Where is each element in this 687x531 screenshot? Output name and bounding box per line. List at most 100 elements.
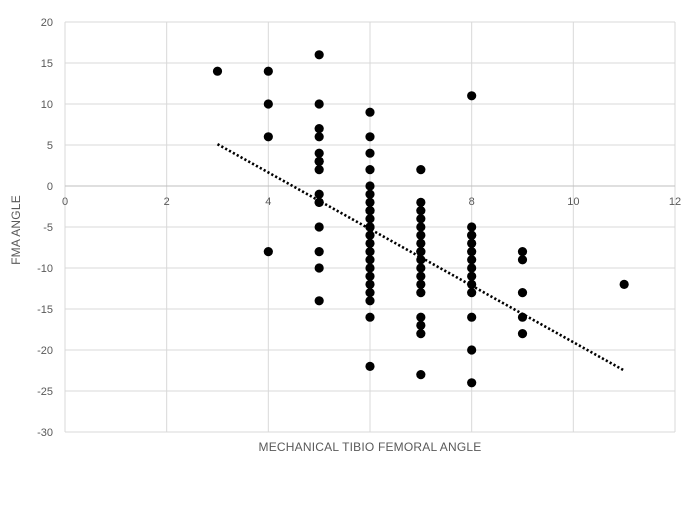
data-point bbox=[365, 312, 375, 322]
data-point bbox=[517, 255, 528, 265]
data-point bbox=[467, 378, 477, 388]
y-tick-label: -5 bbox=[43, 222, 53, 234]
y-tick-label: -30 bbox=[37, 427, 53, 439]
data-point bbox=[416, 329, 426, 339]
data-point bbox=[314, 197, 324, 207]
data-point bbox=[416, 312, 426, 322]
data-point bbox=[416, 214, 426, 224]
data-point bbox=[619, 279, 629, 289]
data-point bbox=[467, 255, 477, 265]
data-point bbox=[416, 255, 426, 265]
x-tick-label: 8 bbox=[469, 196, 475, 208]
data-point bbox=[416, 222, 426, 232]
data-point bbox=[467, 230, 477, 240]
data-point bbox=[416, 247, 426, 257]
data-point bbox=[365, 238, 375, 248]
y-tick-label: 20 bbox=[41, 17, 53, 29]
data-point bbox=[314, 189, 324, 199]
data-point bbox=[365, 279, 375, 289]
data-point bbox=[467, 279, 477, 289]
y-tick-label: 5 bbox=[47, 140, 53, 152]
data-point bbox=[365, 165, 375, 175]
data-point bbox=[314, 222, 324, 232]
data-point bbox=[263, 247, 273, 257]
data-point bbox=[416, 165, 426, 175]
data-point bbox=[467, 238, 477, 248]
data-point bbox=[467, 222, 477, 232]
y-tick-label: -10 bbox=[37, 263, 53, 275]
y-axis-title: FMA ANGLE bbox=[9, 195, 23, 265]
data-point bbox=[314, 156, 324, 166]
data-point bbox=[365, 107, 375, 117]
data-point bbox=[416, 288, 426, 298]
x-tick-label: 12 bbox=[669, 196, 681, 208]
y-tick-label: -20 bbox=[37, 345, 53, 357]
data-point bbox=[314, 263, 324, 273]
data-point bbox=[365, 271, 375, 281]
data-point bbox=[467, 271, 477, 281]
y-tick-label: -25 bbox=[37, 386, 53, 398]
data-point bbox=[467, 91, 477, 101]
data-point bbox=[517, 329, 528, 339]
data-point bbox=[365, 263, 375, 273]
y-tick-label: 15 bbox=[41, 58, 53, 70]
y-tick-label: -15 bbox=[37, 304, 53, 316]
data-point bbox=[314, 247, 324, 257]
x-tick-label: 2 bbox=[164, 196, 170, 208]
data-point bbox=[314, 296, 324, 306]
data-point bbox=[467, 263, 477, 273]
data-point bbox=[416, 263, 426, 273]
x-tick-label: 4 bbox=[265, 196, 271, 208]
data-point bbox=[365, 288, 375, 298]
data-point bbox=[416, 197, 426, 207]
y-tick-labels: -30 -25 -20 -15 -10 -5 0 5 10 15 20 bbox=[37, 17, 53, 439]
data-point bbox=[365, 189, 375, 199]
data-point bbox=[416, 238, 426, 248]
data-point bbox=[314, 124, 324, 134]
data-point bbox=[517, 247, 528, 257]
data-point bbox=[517, 312, 528, 322]
data-point bbox=[416, 271, 426, 281]
data-point bbox=[314, 99, 324, 109]
data-point bbox=[365, 206, 375, 216]
data-point bbox=[365, 255, 375, 265]
data-point bbox=[365, 296, 375, 306]
data-point bbox=[416, 279, 426, 289]
data-point bbox=[517, 288, 528, 298]
data-point bbox=[365, 361, 375, 371]
data-point bbox=[365, 148, 375, 158]
data-point bbox=[467, 345, 477, 355]
y-tick-label: 10 bbox=[41, 99, 53, 111]
trendline-line bbox=[216, 143, 625, 372]
data-point bbox=[416, 206, 426, 216]
x-axis-title: MECHANICAL TIBIO FEMORAL ANGLE bbox=[259, 440, 482, 454]
data-point bbox=[365, 214, 375, 224]
data-point bbox=[365, 222, 375, 232]
data-point bbox=[314, 165, 324, 175]
trendline bbox=[216, 143, 625, 372]
data-point bbox=[365, 197, 375, 207]
data-point bbox=[314, 148, 324, 158]
data-point bbox=[467, 247, 477, 257]
data-point bbox=[263, 99, 273, 109]
data-point bbox=[467, 312, 477, 322]
data-point bbox=[416, 230, 426, 240]
data-points bbox=[212, 50, 629, 388]
data-point bbox=[467, 288, 477, 298]
data-point bbox=[263, 132, 273, 142]
data-point bbox=[314, 132, 324, 142]
data-point bbox=[212, 66, 223, 76]
x-tick-label: 0 bbox=[62, 196, 68, 208]
data-point bbox=[365, 247, 375, 257]
data-point bbox=[365, 132, 375, 142]
y-tick-label: 0 bbox=[47, 181, 53, 193]
data-point bbox=[263, 66, 273, 76]
data-point bbox=[416, 370, 426, 380]
data-point bbox=[314, 50, 324, 60]
data-point bbox=[416, 320, 426, 330]
x-tick-label: 10 bbox=[567, 196, 579, 208]
data-point bbox=[365, 230, 375, 240]
data-point bbox=[365, 181, 375, 191]
